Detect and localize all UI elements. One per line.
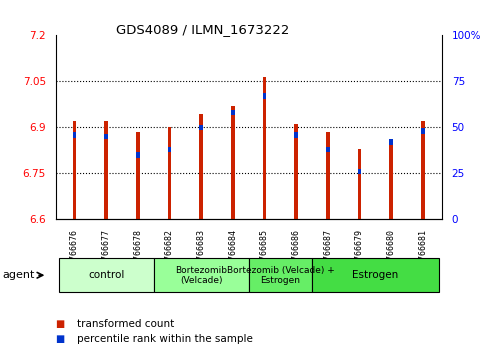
Bar (168, 127, 171, 219)
Bar (136, 152, 140, 158)
Text: ■: ■ (56, 334, 65, 344)
Bar (294, 132, 298, 138)
Bar (358, 169, 361, 175)
Bar (136, 132, 140, 219)
Bar (168, 147, 171, 152)
Bar (263, 93, 267, 99)
Text: ■: ■ (56, 319, 65, 329)
Text: Bortezomib (Velcade) +
Estrogen: Bortezomib (Velcade) + Estrogen (227, 266, 334, 285)
Bar (294, 124, 298, 219)
Text: transformed count: transformed count (77, 319, 174, 329)
Text: agent: agent (2, 270, 35, 280)
Bar (358, 149, 361, 219)
Text: GDS4089 / ILMN_1673222: GDS4089 / ILMN_1673222 (116, 23, 289, 36)
Bar (389, 139, 393, 145)
Bar (104, 121, 108, 219)
Bar (421, 129, 425, 134)
Bar (199, 125, 203, 130)
Bar (231, 106, 235, 219)
Bar (72, 121, 76, 219)
Text: control: control (88, 270, 125, 280)
Text: Estrogen: Estrogen (352, 270, 398, 280)
Text: percentile rank within the sample: percentile rank within the sample (77, 334, 253, 344)
Bar (326, 132, 330, 219)
Text: Bortezomib
(Velcade): Bortezomib (Velcade) (175, 266, 227, 285)
Bar (199, 114, 203, 219)
Bar (326, 147, 330, 152)
Bar (72, 132, 76, 138)
Bar (263, 77, 267, 219)
Bar (231, 110, 235, 115)
Bar (104, 134, 108, 139)
Bar (421, 121, 425, 219)
Bar (389, 144, 393, 219)
